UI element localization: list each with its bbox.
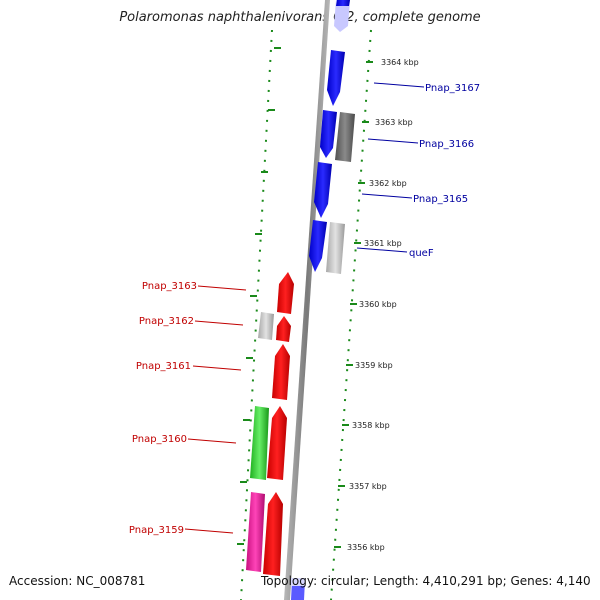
gene-pnap-3162b[interactable] — [258, 312, 274, 340]
genome-backbone — [284, 0, 330, 600]
kbp-label-3360: 3360 kbp — [359, 300, 397, 309]
kbp-label-3357: 3357 kbp — [349, 482, 387, 491]
kbp-label-3364: 3364 kbp — [381, 58, 419, 67]
gene-pnap-3162[interactable] — [276, 316, 291, 342]
kbp-label-3361: 3361 kbp — [364, 239, 402, 248]
gene-pnap-3167[interactable] — [327, 50, 345, 106]
gene-label-pnap-3161[interactable]: Pnap_3161 — [136, 361, 191, 372]
kbp-label-3363: 3363 kbp — [375, 118, 413, 127]
gene-pnap-3160[interactable] — [267, 406, 287, 480]
inner-ring-dashes — [237, 47, 281, 545]
right-leaders — [356, 82, 425, 253]
left-leaders — [184, 285, 247, 534]
gene-pnap-3159[interactable] — [263, 492, 283, 576]
kbp-label-3362: 3362 kbp — [369, 179, 407, 188]
accession-text: Accession: NC_008781 — [9, 574, 146, 588]
gene-pnap-3159b[interactable] — [246, 492, 265, 572]
gene-quef[interactable] — [309, 220, 327, 272]
map-title: Polaromonas naphthalenivorans CJ2, compl… — [119, 10, 481, 25]
gene-label-pnap-3166[interactable]: Pnap_3166 — [419, 139, 474, 150]
feature-top-partial[interactable] — [334, 0, 350, 32]
kbp-label-3358: 3358 kbp — [352, 421, 390, 430]
gene-pnap-3161[interactable] — [272, 344, 290, 400]
gene-pnap-3166b[interactable] — [335, 112, 355, 162]
gene-pnap-3165[interactable] — [314, 162, 332, 218]
gene-pnap-3163[interactable] — [277, 272, 294, 314]
gene-label-pnap-3163[interactable]: Pnap_3163 — [142, 281, 197, 292]
kbp-label-3356: 3356 kbp — [347, 543, 385, 552]
feature-bottom-light[interactable] — [291, 578, 305, 586]
kbp-label-3359: 3359 kbp — [355, 361, 393, 370]
gene-label-pnap-3165[interactable]: Pnap_3165 — [413, 194, 468, 205]
gene-label-pnap-3162[interactable]: Pnap_3162 — [139, 316, 194, 327]
gene-pnap-3166[interactable] — [320, 110, 337, 158]
gene-label-pnap-3159[interactable]: Pnap_3159 — [129, 525, 184, 536]
feature-top-blue[interactable] — [336, 0, 350, 6]
gene-label-pnap-3167[interactable]: Pnap_3167 — [425, 83, 480, 94]
gene-label-quef[interactable]: queF — [409, 248, 434, 259]
gene-pnap-3160b[interactable] — [250, 406, 269, 480]
kbp-ticks — [334, 61, 373, 548]
gene-quef-b[interactable] — [326, 222, 345, 274]
gene-label-pnap-3160[interactable]: Pnap_3160 — [132, 434, 187, 445]
genome-info-text: Topology: circular; Length: 4,410,291 bp… — [261, 574, 591, 588]
